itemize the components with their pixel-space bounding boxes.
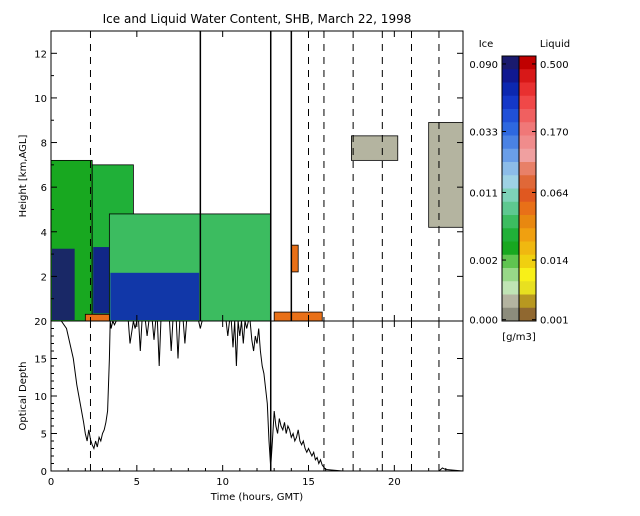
optical-depth-tick-label: 10 bbox=[34, 392, 47, 403]
colorbar-liquid-swatch bbox=[519, 109, 536, 123]
colorbar-liquid-swatch bbox=[519, 135, 536, 150]
colorbar-liquid-swatch bbox=[519, 215, 536, 229]
colorbar-liquid-swatch bbox=[519, 148, 536, 163]
colorbar-ice-swatch bbox=[502, 122, 519, 136]
colorbar-liquid-swatch bbox=[519, 201, 536, 216]
colorbar-ice-swatch bbox=[502, 307, 519, 322]
time-marker-group bbox=[89, 321, 440, 471]
colorbar-liquid-swatch bbox=[519, 281, 536, 295]
colorbar-liquid-swatch bbox=[519, 254, 536, 269]
colorbar-liquid-swatch bbox=[519, 241, 536, 256]
cloud-layer bbox=[428, 122, 463, 228]
colorbar-ice-swatch bbox=[502, 241, 519, 256]
cloud-layer bbox=[290, 244, 299, 273]
colorbar-ice-swatch bbox=[502, 95, 519, 110]
optical-depth-line bbox=[51, 321, 463, 471]
colorbar-ice-swatch bbox=[502, 162, 519, 176]
colorbar-ice-tick-label: 0.033 bbox=[469, 128, 498, 139]
cloud-layer-group bbox=[51, 122, 463, 321]
colorbar-ticks: 0.090 0.033 0.011 0.002 0.000 0.500 0.170 0.064… bbox=[469, 60, 568, 327]
colorbar-liquid-tick-label: 0.064 bbox=[540, 188, 569, 199]
colorbar-units: [g/m3] bbox=[502, 332, 536, 343]
colorbar-ice-tick-label: 0.000 bbox=[469, 316, 498, 327]
colorbar-liquid-swatch bbox=[519, 82, 536, 97]
colorbar-liquid-swatch bbox=[519, 162, 536, 176]
cloud-panel: 2 4 6 8 10 12 Height [km,AGL] bbox=[18, 30, 464, 322]
chart-title: Ice and Liquid Water Content, SHB, March… bbox=[103, 12, 412, 26]
height-tick-label: 12 bbox=[34, 49, 47, 60]
colorbar-ice-tick-label: 0.002 bbox=[469, 256, 498, 267]
colorbar-liquid-swatch bbox=[519, 95, 536, 110]
colorbar-ice-swatch bbox=[502, 294, 519, 309]
cloud-core bbox=[110, 272, 200, 320]
colorbar: Ice Liquid 0.090 0.033 0.011 0.002 0.000 0.50… bbox=[469, 39, 570, 343]
colorbar-liquid-label: Liquid bbox=[540, 39, 570, 50]
colorbar-liquid-swatch bbox=[519, 56, 536, 70]
colorbar-ice-swatch bbox=[502, 215, 519, 229]
colorbar-liquid-swatches bbox=[519, 56, 536, 322]
height-tick-label: 10 bbox=[34, 94, 47, 105]
colorbar-liquid-swatch bbox=[519, 175, 536, 189]
cloud-core bbox=[52, 248, 75, 320]
height-axis-label: Height [km,AGL] bbox=[18, 135, 29, 218]
colorbar-liquid-swatch bbox=[519, 228, 536, 242]
time-tick-label: 10 bbox=[216, 477, 229, 488]
time-tick-label: 0 bbox=[48, 477, 54, 488]
colorbar-ice-swatch bbox=[502, 109, 519, 123]
cloud-layer bbox=[351, 135, 399, 161]
cloud-layer bbox=[84, 313, 110, 321]
time-axis-label: Time (hours, GMT) bbox=[210, 492, 304, 503]
optical-depth-tick-label: 5 bbox=[41, 430, 47, 441]
colorbar-ice-swatch bbox=[502, 188, 519, 203]
colorbar-ice-swatch bbox=[502, 254, 519, 269]
colorbar-liquid-tick-label: 0.500 bbox=[540, 60, 569, 71]
height-tick-label: 4 bbox=[41, 228, 47, 239]
colorbar-ice-swatch bbox=[502, 268, 519, 282]
colorbar-liquid-frame bbox=[518, 55, 537, 322]
colorbar-ice-swatch bbox=[502, 135, 519, 150]
height-tick-label: 6 bbox=[41, 183, 47, 194]
colorbar-ice-swatch bbox=[502, 148, 519, 163]
colorbar-ice-label: Ice bbox=[479, 39, 494, 50]
optical-depth-tick-label: 15 bbox=[34, 355, 47, 366]
height-tick-label: 8 bbox=[41, 139, 47, 150]
colorbar-liquid-swatch bbox=[519, 69, 536, 83]
time-tick-label: 20 bbox=[388, 477, 401, 488]
optical-depth-axis-label: Optical Depth bbox=[18, 362, 29, 431]
colorbar-ice-swatch bbox=[502, 56, 519, 70]
colorbar-liquid-swatch bbox=[519, 268, 536, 282]
time-tick-label: 5 bbox=[134, 477, 140, 488]
colorbar-liquid-tick-label: 0.170 bbox=[540, 128, 569, 139]
cloud-layer bbox=[273, 311, 323, 321]
height-axis: 2 4 6 8 10 12 bbox=[34, 31, 463, 321]
colorbar-liquid-tick-label: 0.001 bbox=[540, 316, 569, 327]
colorbar-ice-swatch bbox=[502, 69, 519, 83]
colorbar-ice-tick-label: 0.011 bbox=[469, 188, 498, 199]
colorbar-ice-swatch bbox=[502, 82, 519, 97]
optical-depth-series bbox=[51, 321, 463, 471]
height-tick-label: 2 bbox=[41, 272, 47, 283]
colorbar-liquid-tick-label: 0.014 bbox=[540, 256, 569, 267]
optical-depth-tick-label: 20 bbox=[34, 317, 47, 328]
colorbar-ice-swatch bbox=[502, 201, 519, 216]
colorbar-liquid-swatch bbox=[519, 122, 536, 136]
colorbar-ice-swatch bbox=[502, 175, 519, 189]
optical-depth-axis: 0 5 10 15 20 bbox=[34, 317, 463, 478]
optical-depth-tick-label: 0 bbox=[41, 467, 47, 478]
colorbar-ice-swatches bbox=[502, 56, 519, 322]
time-axis: 0 5 10 15 20 bbox=[48, 321, 447, 488]
colorbar-ice-swatch bbox=[502, 281, 519, 295]
optical-depth-panel: 0 5 10 15 20 0 5 10 15 20 Optical Depth Time (ho… bbox=[18, 317, 464, 503]
colorbar-ice-swatch bbox=[502, 228, 519, 242]
colorbar-liquid-swatch bbox=[519, 294, 536, 309]
colorbar-liquid-swatch bbox=[519, 188, 536, 203]
time-marker-group bbox=[89, 31, 440, 321]
colorbar-liquid-swatch bbox=[519, 307, 536, 322]
colorbar-ice-tick-label: 0.090 bbox=[469, 60, 498, 71]
time-tick-label: 15 bbox=[302, 477, 315, 488]
